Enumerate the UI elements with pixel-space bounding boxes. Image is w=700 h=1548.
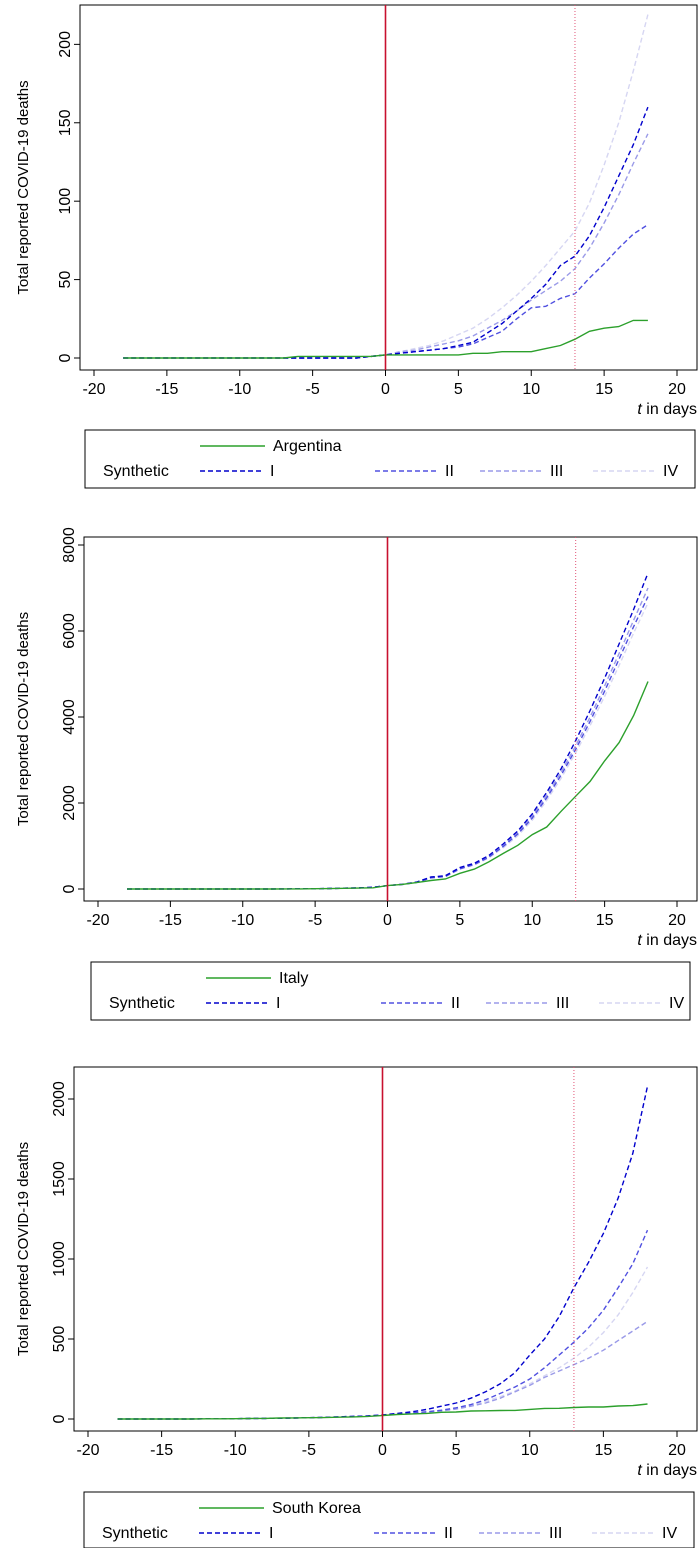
x-tick-label: -20 — [86, 912, 109, 929]
x-tick-label: -15 — [155, 381, 178, 398]
plot-frame — [79, 4, 698, 371]
x-tick-label: 15 — [596, 912, 614, 929]
x-tick-label: 15 — [595, 381, 613, 398]
legend-group-label: Synthetic — [103, 463, 169, 480]
x-tick-label: 20 — [668, 912, 686, 929]
x-tick-label: -15 — [150, 1442, 173, 1459]
legend-box — [83, 1491, 695, 1548]
y-tick-label: 2000 — [61, 785, 78, 821]
x-tick-label: -5 — [306, 381, 320, 398]
x-tick-label: 5 — [454, 381, 463, 398]
y-axis-title: Total reported COVID-19 deaths — [15, 1142, 32, 1356]
x-tick-label: 10 — [521, 1442, 539, 1459]
x-tick-label: 0 — [378, 1442, 387, 1459]
y-tick-label: 200 — [57, 31, 74, 58]
x-axis-title: t in days — [637, 932, 697, 949]
legend-label-4: IV — [663, 463, 678, 480]
y-tick-label: 500 — [51, 1326, 68, 1353]
x-tick-label: 5 — [452, 1442, 461, 1459]
x-tick-label: 0 — [383, 912, 392, 929]
x-tick-label: -15 — [159, 912, 182, 929]
x-tick-label: 20 — [668, 381, 686, 398]
y-tick-label: 4000 — [61, 699, 78, 735]
legend-label-2: II — [451, 995, 460, 1012]
legend-label-2: II — [444, 1525, 453, 1542]
legend-box — [84, 429, 696, 489]
x-tick-label: -5 — [302, 1442, 316, 1459]
x-tick-label: 20 — [668, 1442, 686, 1459]
legend-label-2: II — [445, 463, 454, 480]
legend-label-3: III — [550, 463, 563, 480]
y-tick-label: 1500 — [51, 1161, 68, 1197]
legend-label-1: I — [270, 463, 274, 480]
x-axis-title-italic: t — [637, 1462, 642, 1479]
x-tick-label: -20 — [76, 1442, 99, 1459]
chart-panel-3: 0 500 1000 1500 2000 Total reported COVID-19 … — [15, 1066, 698, 1548]
legend-label-1: I — [276, 995, 280, 1012]
series-line-i — [123, 106, 649, 359]
legend-label-4: IV — [662, 1525, 677, 1542]
x-axis-title-rest: in days — [642, 1462, 697, 1479]
y-tick-label: 0 — [51, 1414, 68, 1423]
y-axis-title: Total reported COVID-19 deaths — [15, 80, 32, 294]
x-tick-label: -10 — [231, 912, 254, 929]
series-line-iv — [123, 14, 649, 359]
x-tick-label: 10 — [522, 381, 540, 398]
x-tick-label: -5 — [308, 912, 322, 929]
legend-group-label: Synthetic — [109, 995, 175, 1012]
x-tick-label: 15 — [594, 1442, 612, 1459]
y-tick-label: 2000 — [51, 1081, 68, 1117]
series-line-ii — [123, 224, 649, 359]
x-axis-title: t in days — [637, 1462, 697, 1479]
y-tick-label: 150 — [57, 109, 74, 136]
x-tick-label: 5 — [455, 912, 464, 929]
legend-label-main: Argentina — [273, 438, 342, 455]
legend-box — [90, 961, 691, 1021]
x-tick-label: 0 — [381, 381, 390, 398]
x-tick-label: -10 — [224, 1442, 247, 1459]
y-tick-label: 8000 — [61, 527, 78, 563]
y-tick-label: 0 — [61, 884, 78, 893]
x-tick-label: -10 — [228, 381, 251, 398]
legend-label-main: South Korea — [272, 1500, 361, 1517]
legend-label-3: III — [556, 995, 569, 1012]
y-tick-label: 6000 — [61, 613, 78, 649]
plot-frame — [83, 536, 698, 902]
x-axis-title-italic: t — [637, 401, 642, 418]
x-axis-title-rest: in days — [642, 932, 697, 949]
legend-label-1: I — [269, 1525, 273, 1542]
y-tick-label: 1000 — [51, 1241, 68, 1277]
y-tick-label: 50 — [57, 271, 74, 289]
legend-label-main: Italy — [279, 970, 308, 987]
x-axis-title-rest: in days — [642, 401, 697, 418]
y-axis-title: Total reported COVID-19 deaths — [15, 612, 32, 826]
plot-frame — [73, 1066, 698, 1432]
legend-label-4: IV — [669, 995, 684, 1012]
y-tick-label: 0 — [57, 353, 74, 362]
x-tick-label: -20 — [82, 381, 105, 398]
legend-label-3: III — [549, 1525, 562, 1542]
legend-group-label: Synthetic — [102, 1525, 168, 1542]
x-axis-title-italic: t — [637, 932, 642, 949]
y-tick-label: 100 — [57, 188, 74, 215]
x-tick-label: 10 — [523, 912, 541, 929]
x-axis-title: t in days — [637, 401, 697, 418]
chart-panel-2: 0 2000 4000 6000 8000 Total reported COVID-19… — [15, 527, 698, 1021]
